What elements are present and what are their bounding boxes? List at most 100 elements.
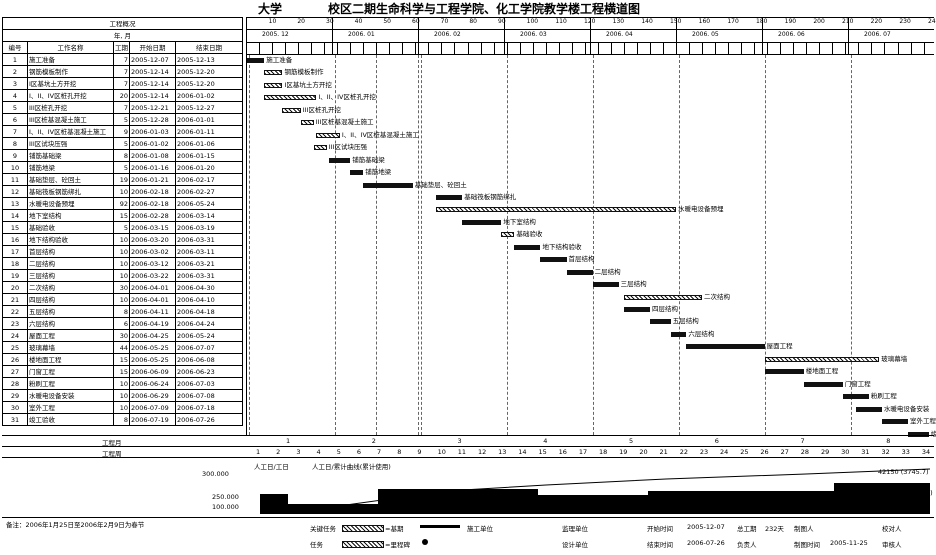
task-bar-label: 基础筏板钢筋绑扎 bbox=[464, 192, 517, 201]
task-bar-label: 钢筋模板制作 bbox=[284, 68, 324, 77]
task-no: 9 bbox=[2, 149, 28, 162]
resource-right-2: 34125 (17,2350) bbox=[878, 489, 933, 497]
task-name: 地下结构验收 bbox=[27, 233, 114, 246]
col-no: 编号 bbox=[2, 41, 28, 54]
task-name: 铺筋基础梁 bbox=[27, 149, 114, 162]
year-month-label: 年, 月 bbox=[2, 29, 243, 42]
day-tick bbox=[298, 42, 300, 54]
month-divider bbox=[848, 17, 849, 54]
day-count-label: 210 bbox=[842, 18, 854, 25]
task-bar bbox=[436, 207, 676, 213]
month-label: 2006. 04 bbox=[606, 31, 633, 38]
task-end: 2006-03-11 bbox=[175, 245, 243, 258]
legend-task: 任务 bbox=[310, 541, 323, 549]
period-value: 4 bbox=[543, 437, 548, 445]
task-start: 2006-04-19 bbox=[129, 317, 176, 330]
table-row: 27 门窗工程 15 2006-06-09 2006-06-23 bbox=[2, 365, 243, 378]
day-tick bbox=[806, 42, 808, 54]
task-bar bbox=[623, 294, 703, 300]
task-bar bbox=[540, 257, 567, 263]
day-count-label: 130 bbox=[612, 18, 625, 25]
task-days: 15 bbox=[113, 209, 130, 222]
week-value: 21 bbox=[659, 448, 668, 456]
task-days: 44 bbox=[113, 341, 130, 354]
task-bar bbox=[764, 356, 880, 362]
month-label: 2006. 01 bbox=[348, 31, 375, 38]
task-start: 2005-12-14 bbox=[129, 77, 176, 90]
day-count-label: 240 bbox=[928, 18, 936, 25]
table-row: 3 I区基坑土方开挖 7 2005-12-14 2005-12-20 bbox=[2, 77, 243, 90]
day-count-label: 70 bbox=[440, 18, 449, 25]
task-name: 五层结构 bbox=[27, 305, 114, 318]
resource-histogram bbox=[259, 468, 931, 514]
task-no: 11 bbox=[2, 173, 28, 186]
task-bar-label: 二次结构 bbox=[704, 292, 731, 301]
day-tick bbox=[793, 42, 795, 54]
task-days: 19 bbox=[113, 173, 130, 186]
day-tick bbox=[272, 42, 274, 54]
task-name: 基础垫层、砼回土 bbox=[27, 173, 114, 186]
day-tick bbox=[923, 42, 925, 54]
table-row: 17 首层结构 10 2006-03-02 2006-03-11 bbox=[2, 245, 243, 258]
table-row: 26 楼地面工程 15 2006-05-25 2006-06-08 bbox=[2, 353, 243, 366]
task-bar bbox=[842, 394, 869, 400]
task-bar-label: III区桩基混凝土施工 bbox=[315, 118, 374, 127]
task-bar bbox=[764, 369, 804, 375]
month-label: 2006. 06 bbox=[778, 31, 805, 38]
task-no: 5 bbox=[2, 101, 28, 114]
task-start: 2006-02-28 bbox=[129, 209, 176, 222]
week-value: 24 bbox=[720, 448, 729, 456]
day-count-label: 200 bbox=[813, 18, 825, 25]
footer-info-row bbox=[2, 517, 934, 518]
day-tick bbox=[610, 42, 612, 54]
task-name: 基础筏板钢筋绑扎 bbox=[27, 185, 114, 198]
task-bar-label: 室外工程 bbox=[909, 417, 936, 426]
task-days: 30 bbox=[113, 281, 130, 294]
week-value: 30 bbox=[841, 448, 850, 456]
week-value: 3 bbox=[296, 448, 301, 456]
task-start: 2006-03-15 bbox=[129, 221, 176, 234]
day-count-label: 140 bbox=[641, 18, 653, 25]
task-name: III区桩孔开挖 bbox=[27, 101, 114, 114]
task-days: 10 bbox=[113, 233, 130, 246]
check-label: 校对人 bbox=[882, 525, 902, 533]
task-end: 2006-04-10 bbox=[175, 293, 243, 306]
day-tick bbox=[623, 42, 625, 54]
task-bar bbox=[246, 58, 265, 63]
design-label: 设计单位 bbox=[562, 541, 588, 549]
title-university: 大学 bbox=[258, 2, 283, 16]
task-bar bbox=[592, 282, 619, 288]
period-value: 5 bbox=[629, 437, 634, 445]
day-count-label: 180 bbox=[756, 18, 768, 25]
task-days: 5 bbox=[113, 161, 130, 174]
chart-title: 大学 校区二期生命科学与工程学院、化工学院教学楼工程横道图 bbox=[248, 0, 936, 16]
owner-label: 负责人 bbox=[737, 541, 757, 549]
resource-legend-1: 人工日/工日 bbox=[254, 463, 289, 471]
end-value: 2006-07-26 bbox=[687, 539, 725, 547]
week-value: 7 bbox=[377, 448, 382, 456]
legend-task-swatch bbox=[342, 541, 384, 548]
week-value: 19 bbox=[619, 448, 628, 456]
task-no: 20 bbox=[2, 281, 28, 294]
task-bar-label: III区桩孔开挖 bbox=[302, 105, 341, 114]
task-name: III区试块压强 bbox=[27, 137, 114, 150]
table-row: 15 基础验收 5 2006-03-15 2006-03-19 bbox=[2, 221, 243, 234]
task-days: 6 bbox=[113, 317, 130, 330]
task-bar bbox=[907, 431, 929, 437]
task-end: 2005-12-20 bbox=[175, 77, 243, 90]
day-count-label: 170 bbox=[727, 18, 739, 25]
task-start: 2005-12-14 bbox=[129, 65, 176, 78]
week-value: 1 bbox=[256, 448, 261, 456]
supervise-label: 监理单位 bbox=[562, 525, 588, 533]
period-value: 8 bbox=[886, 437, 891, 445]
task-days: 8 bbox=[113, 413, 130, 426]
task-end: 2005-12-20 bbox=[175, 65, 243, 78]
day-tick bbox=[389, 42, 391, 54]
task-name: 二次结构 bbox=[27, 281, 114, 294]
day-tick bbox=[259, 42, 261, 54]
table-row: 31 竣工验收 8 2006-07-19 2006-07-26 bbox=[2, 413, 243, 426]
task-end: 2006-01-06 bbox=[175, 137, 243, 150]
day-count-label: 50 bbox=[383, 18, 391, 25]
task-days: 8 bbox=[113, 149, 130, 162]
day-count-label: 230 bbox=[899, 18, 911, 25]
